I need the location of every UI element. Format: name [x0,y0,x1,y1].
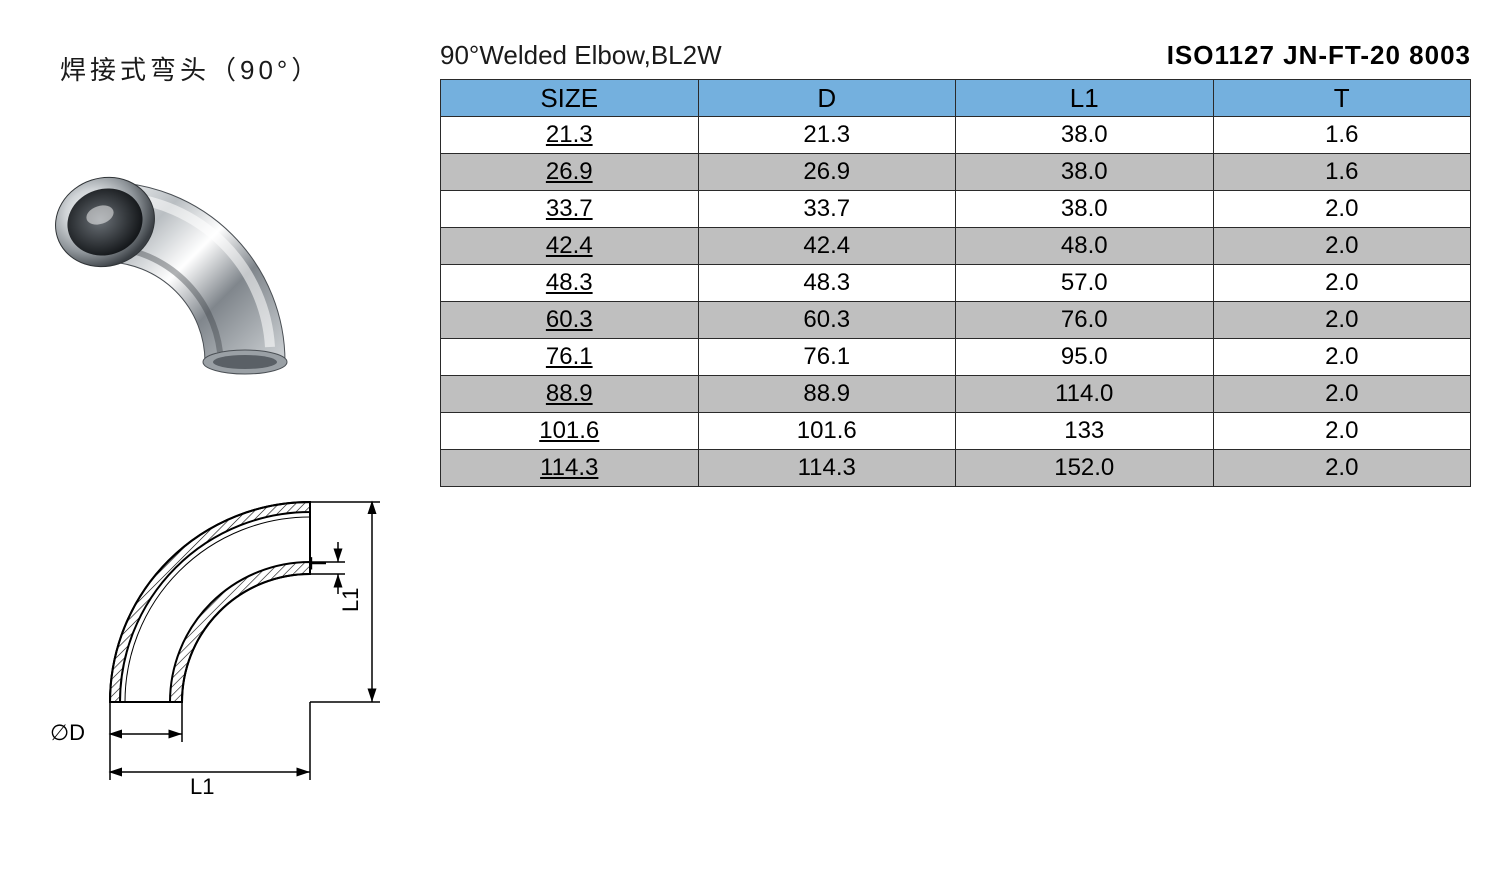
col-size: SIZE [441,80,699,117]
table-cell: 26.9 [698,154,956,191]
table-row: 114.3114.3152.02.0 [441,450,1471,487]
table-row: 26.926.938.01.6 [441,154,1471,191]
table-cell: 2.0 [1213,413,1471,450]
col-t: T [1213,80,1471,117]
table-cell: 95.0 [956,339,1214,376]
table-cell: 48.3 [698,265,956,302]
title-en: 90°Welded Elbow,BL2W [440,40,722,71]
table-cell: 76.1 [698,339,956,376]
spec-code: ISO1127 JN-FT-20 8003 [1167,40,1471,71]
table-cell: 60.3 [441,302,699,339]
table-cell: 101.6 [441,413,699,450]
table-cell: 2.0 [1213,265,1471,302]
dimension-diagram: L1 T L1 ∅D [40,462,380,807]
dim-label-d: ∅D [50,720,85,745]
col-d: D [698,80,956,117]
table-cell: 38.0 [956,154,1214,191]
table-cell: 1.6 [1213,154,1471,191]
table-cell: 152.0 [956,450,1214,487]
table-cell: 2.0 [1213,339,1471,376]
table-cell: 48.0 [956,228,1214,265]
table-cell: 48.3 [441,265,699,302]
table-cell: 101.6 [698,413,956,450]
table-cell: 57.0 [956,265,1214,302]
table-cell: 88.9 [698,376,956,413]
table-cell: 114.3 [698,450,956,487]
table-cell: 2.0 [1213,191,1471,228]
table-cell: 2.0 [1213,376,1471,413]
table-row: 21.321.338.01.6 [441,117,1471,154]
table-row: 76.176.195.02.0 [441,339,1471,376]
col-l1: L1 [956,80,1214,117]
title-cn: 焊接式弯头（90°） [60,50,380,87]
table-cell: 76.1 [441,339,699,376]
table-cell: 38.0 [956,117,1214,154]
table-cell: 2.0 [1213,450,1471,487]
dim-label-t: T [306,557,331,570]
product-photo [50,137,380,402]
table-row: 48.348.357.02.0 [441,265,1471,302]
table-cell: 88.9 [441,376,699,413]
spec-table: SIZE D L1 T 21.321.338.01.626.926.938.01… [440,79,1471,487]
table-row: 33.733.738.02.0 [441,191,1471,228]
dim-label-l1-h: L1 [190,774,214,799]
table-cell: 76.0 [956,302,1214,339]
table-cell: 33.7 [441,191,699,228]
table-cell: 114.0 [956,376,1214,413]
table-header-row: SIZE D L1 T [441,80,1471,117]
table-cell: 60.3 [698,302,956,339]
table-cell: 2.0 [1213,302,1471,339]
table-cell: 133 [956,413,1214,450]
table-cell: 2.0 [1213,228,1471,265]
table-cell: 21.3 [441,117,699,154]
table-cell: 21.3 [698,117,956,154]
table-cell: 38.0 [956,191,1214,228]
table-cell: 33.7 [698,191,956,228]
table-cell: 42.4 [698,228,956,265]
table-row: 42.442.448.02.0 [441,228,1471,265]
table-cell: 1.6 [1213,117,1471,154]
table-cell: 42.4 [441,228,699,265]
table-row: 60.360.376.02.0 [441,302,1471,339]
table-cell: 26.9 [441,154,699,191]
table-row: 88.988.9114.02.0 [441,376,1471,413]
dim-label-l1-v: L1 [338,588,363,612]
table-row: 101.6101.61332.0 [441,413,1471,450]
table-cell: 114.3 [441,450,699,487]
